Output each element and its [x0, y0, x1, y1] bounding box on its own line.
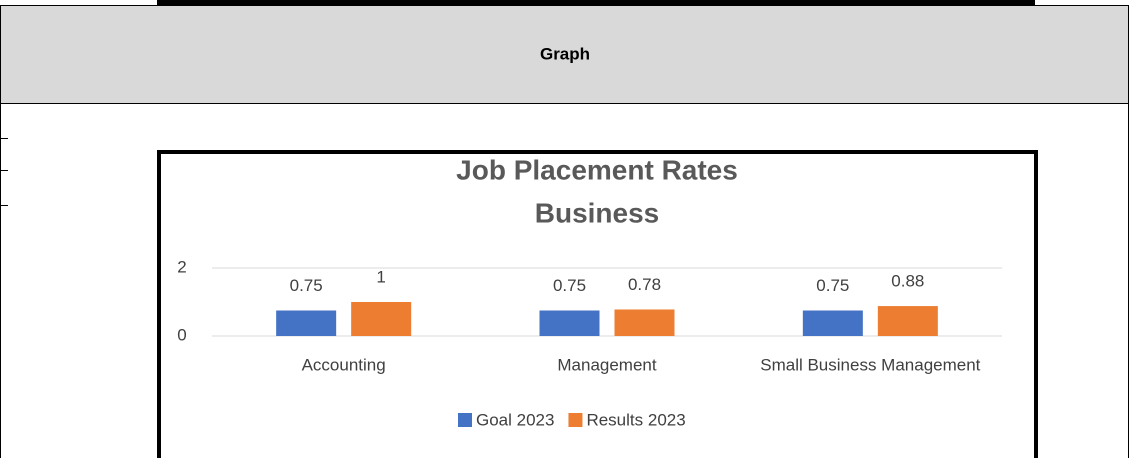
data-label: 1 [376, 267, 385, 286]
chart-frame [157, 150, 1038, 458]
bar [539, 310, 600, 336]
top-bar [157, 0, 1035, 5]
data-label: 0.88 [891, 272, 924, 291]
y-tick-label: 0 [177, 325, 186, 344]
x-tick-label: Management [557, 355, 657, 374]
header-cell [0, 5, 1129, 104]
header-title: Graph [540, 44, 590, 63]
plot: 0 2 Accounting 0.75 1 Management 0.75 0.78 Small… [177, 257, 1002, 429]
data-label: 0.75 [553, 276, 586, 295]
data-label: 0.75 [290, 276, 323, 295]
data-label: 0.75 [816, 276, 849, 295]
chart-subtitle: Business [535, 197, 660, 228]
bar [877, 306, 938, 336]
y-tick-label: 2 [177, 257, 186, 276]
bar [802, 310, 863, 336]
chart-title: Job Placement Rates [456, 154, 738, 185]
x-tick-label: Small Business Management [760, 355, 980, 374]
data-label: 0.78 [628, 275, 661, 294]
x-tick-label: Accounting [302, 355, 386, 374]
legend-label: Results 2023 [586, 410, 685, 429]
legend-swatch [458, 413, 472, 427]
legend-swatch [568, 413, 583, 427]
bar [614, 309, 675, 336]
legend-label: Goal 2023 [476, 410, 554, 429]
bar [351, 302, 412, 336]
bar [276, 310, 337, 336]
